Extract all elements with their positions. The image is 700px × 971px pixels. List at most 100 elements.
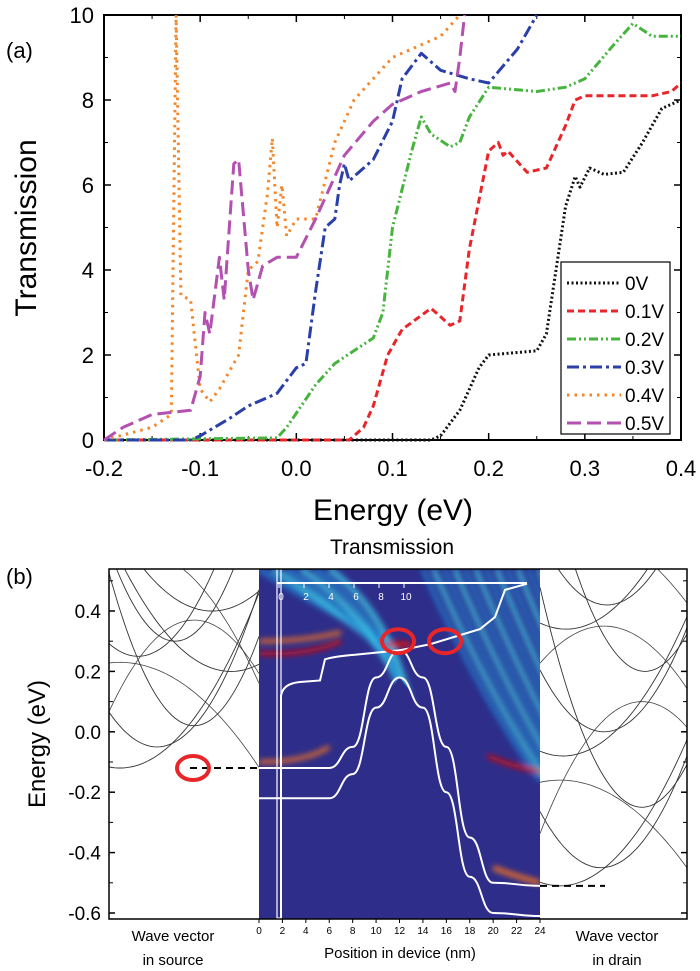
heatmap-streak: [549, 569, 700, 900]
panel-a: (a) -0.2 -0.1 0.0 0.1 0.2 0.3 0.4 0 2 4 6 8 10 Trans…: [6, 3, 696, 527]
band-line: [109, 592, 259, 769]
position-tick-label: 22: [511, 926, 523, 937]
heatmap-title: Transmission: [330, 536, 454, 559]
energy-tick-label: 0.4: [75, 602, 102, 623]
highlight-circle: [175, 754, 211, 783]
x-tick-label: 0.0: [281, 456, 312, 481]
legend: 0V 0.1V 0.2V 0.3V 0.4V 0.5V: [560, 261, 671, 435]
band-line: [540, 627, 687, 733]
source-band-structure: [109, 505, 259, 769]
legend-label-0.2V: 0.2V: [625, 330, 664, 351]
legend-label-0.3V: 0.3V: [625, 358, 664, 379]
energy-tick-label: -0.4: [68, 844, 101, 865]
y-tick-label: 10: [70, 3, 94, 28]
position-tick-label: 16: [441, 926, 453, 937]
panel-b: Transmission (b) 0 2 4 6 8 10 0.40.20.0-0.2-0…: [6, 505, 700, 969]
heatmap-features: [259, 569, 700, 910]
inset-tick-label: 6: [353, 592, 359, 603]
band-line: [124, 569, 259, 672]
position-tick-label: 0: [256, 926, 262, 937]
hot-band: [259, 745, 331, 764]
legend-box: [560, 261, 671, 435]
y-axis-label: Transmission: [10, 139, 43, 316]
band-line: [182, 569, 259, 684]
position-tick-label: 4: [303, 926, 309, 937]
heatmap-streak: [441, 569, 540, 763]
band-line: [109, 569, 215, 657]
highlight-circle: [427, 627, 463, 656]
x-tick-label: -0.2: [85, 456, 123, 481]
highlight-circle: [380, 627, 416, 656]
panel-a-label: (a): [6, 38, 33, 63]
band-line: [540, 779, 687, 869]
panel-b-label: (b): [6, 564, 33, 589]
position-tick-label: 8: [350, 926, 356, 937]
hot-band: [486, 754, 540, 774]
band-line: [109, 589, 259, 748]
drain-label-line2: in drain: [592, 952, 641, 969]
hot-band: [259, 630, 342, 644]
hot-band: [492, 865, 540, 886]
heatmap-streak: [494, 569, 540, 675]
legend-label-0.5V: 0.5V: [625, 414, 664, 435]
x-tick-label: 0.1: [377, 456, 408, 481]
heatmap-streak: [504, 569, 540, 653]
heatmap-streak: [420, 569, 540, 782]
barrier-region: [259, 677, 540, 919]
inset-tick-label: 0: [278, 592, 284, 603]
series-line-0.4V: [103, 13, 461, 442]
conduction-band-edge: [259, 649, 540, 887]
position-axis-label: Position in device (nm): [324, 945, 476, 962]
energy-tick-label: 0.0: [75, 723, 101, 744]
series-line-0.2V: [103, 22, 681, 442]
y-tick-label: 2: [82, 343, 94, 368]
y-tick-label: 0: [82, 428, 94, 453]
position-tick-label: 12: [394, 926, 406, 937]
inset-tick-label: 8: [378, 592, 384, 603]
band-line: [540, 616, 687, 757]
heatmap-streak: [515, 569, 540, 630]
band-line: [574, 569, 687, 672]
valence-band-edge: [259, 676, 540, 918]
y-tick-label: 6: [82, 173, 94, 198]
energy-axis-label: Energy (eV): [24, 680, 51, 808]
x-tick-label: 0.3: [570, 456, 601, 481]
band-line: [109, 505, 259, 563]
heatmap-streak: [483, 569, 540, 696]
y-tick-label: 8: [82, 88, 94, 113]
position-tick-label: 20: [488, 926, 500, 937]
panel-b-frame: [108, 568, 688, 920]
series-line-0V: [104, 98, 682, 442]
band-line: [540, 625, 687, 689]
inset-tick-label: 2: [303, 592, 309, 603]
heatmap-streak: [462, 569, 540, 733]
drain-band-structure: [540, 569, 687, 887]
series-line-0.5V: [103, 14, 467, 442]
band-line: [143, 569, 259, 612]
legend-label-0V: 0V: [625, 274, 649, 295]
y-tick-label: 4: [82, 258, 94, 283]
x-tick-label: -0.1: [181, 456, 219, 481]
band-line: [540, 701, 687, 834]
legend-label-0.1V: 0.1V: [625, 302, 664, 323]
hot-spot: [385, 641, 414, 648]
position-tick-label: 2: [280, 926, 286, 937]
inset-tick-label: 4: [328, 592, 334, 603]
legend-label-0.4V: 0.4V: [625, 386, 664, 407]
source-label-line1: Wave vector: [132, 928, 215, 945]
position-tick-label: 14: [417, 926, 429, 937]
x-tick-label: 0.4: [666, 456, 697, 481]
energy-tick-label: -0.2: [68, 783, 101, 804]
position-tick-label: 24: [534, 926, 546, 937]
heatmap-streak: [431, 569, 540, 775]
band-line: [540, 587, 687, 808]
heatmap-streak: [473, 569, 540, 715]
transmission-curve: [280, 582, 528, 919]
band-line: [109, 572, 259, 727]
heatmap-streak: [560, 569, 700, 910]
band-line: [109, 661, 259, 768]
x-axis-label: Energy (eV): [313, 494, 473, 527]
source-label-line2: in source: [143, 952, 204, 969]
series-line-0.3V: [104, 14, 539, 442]
